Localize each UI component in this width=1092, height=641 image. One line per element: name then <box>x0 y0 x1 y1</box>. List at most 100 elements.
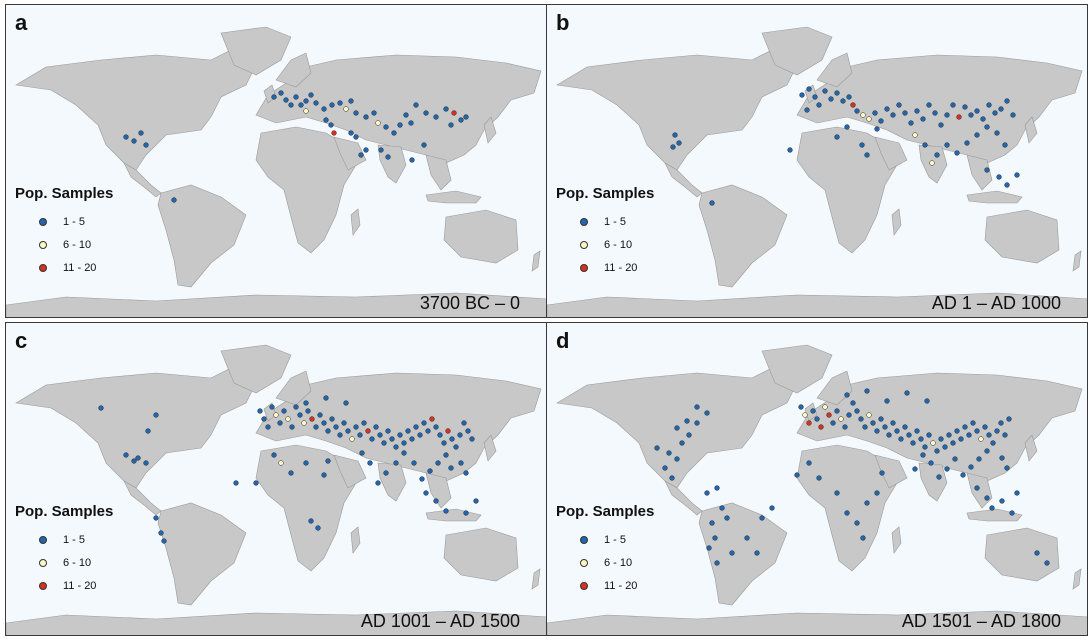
sample-point <box>694 404 700 410</box>
landmass <box>157 184 247 288</box>
sample-point <box>375 480 381 486</box>
sample-point <box>321 106 327 112</box>
sample-point <box>886 432 892 438</box>
sample-point <box>670 144 676 150</box>
sample-point <box>383 470 389 476</box>
sample-point <box>1034 550 1040 556</box>
sample-point <box>986 432 992 438</box>
sample-point <box>946 432 952 438</box>
period-label: AD 1 – AD 1000 <box>931 293 1061 313</box>
sample-point <box>872 110 878 116</box>
sample-point <box>278 460 284 466</box>
landmass <box>275 370 312 406</box>
legend-item: 1 - 5 <box>15 528 113 551</box>
legend-item: 1 - 5 <box>556 528 654 551</box>
landmass <box>425 472 452 509</box>
sample-point <box>153 515 159 521</box>
landmass <box>664 480 703 516</box>
landmass <box>15 367 257 489</box>
landmass <box>275 52 312 88</box>
sample-point <box>437 432 443 438</box>
sample-point <box>443 508 449 514</box>
sample-point <box>654 445 660 451</box>
landmass <box>483 434 497 462</box>
sample-point <box>962 104 968 110</box>
sample-point <box>433 498 439 504</box>
sample-point <box>976 456 982 462</box>
sample-point <box>874 428 880 434</box>
sample-point <box>970 420 976 426</box>
sample-point <box>822 404 828 410</box>
sample-point <box>435 460 441 466</box>
sample-point <box>954 150 960 156</box>
sample-point <box>744 535 750 541</box>
sample-point <box>709 200 715 206</box>
sample-point <box>968 464 974 470</box>
legend-label: 11 - 20 <box>604 261 638 274</box>
sample-point <box>1004 98 1010 104</box>
landmass <box>377 144 407 184</box>
sample-point <box>1002 432 1008 438</box>
sample-point <box>359 450 365 456</box>
sample-point <box>866 412 872 418</box>
sample-point <box>922 444 928 450</box>
sample-point <box>353 134 359 140</box>
sample-point <box>842 424 848 430</box>
sample-point <box>816 475 822 481</box>
sample-point <box>309 416 315 422</box>
sample-point <box>769 505 775 511</box>
sample-point <box>353 424 359 430</box>
sample-point <box>303 400 309 406</box>
landmass <box>796 372 1083 482</box>
landmass <box>15 49 257 171</box>
legend: Pop. Samples 1 - 5 6 - 10 11 - 20 <box>15 185 113 279</box>
sample-point <box>926 432 932 438</box>
sample-point <box>283 97 289 103</box>
landmass <box>255 126 357 254</box>
world-map <box>547 26 1087 317</box>
landmass <box>891 526 902 554</box>
sample-point <box>679 440 685 446</box>
sample-point <box>401 440 407 446</box>
legend-title: Pop. Samples <box>15 503 114 520</box>
landmass <box>6 610 546 635</box>
sample-point <box>854 520 860 526</box>
legend-item: 11 - 20 <box>556 574 654 597</box>
sample-point <box>463 114 469 120</box>
sample-point <box>859 142 865 148</box>
sample-point <box>854 108 860 114</box>
legend-label: 6 - 10 <box>63 238 92 251</box>
sample-point <box>924 398 930 404</box>
sample-point <box>676 140 682 146</box>
sample-point <box>834 134 840 140</box>
sample-point <box>804 107 810 113</box>
legend-item: 6 - 10 <box>15 551 113 574</box>
sample-point <box>830 420 836 426</box>
sample-point <box>325 458 331 464</box>
sample-point <box>269 404 275 410</box>
world-map <box>6 26 546 317</box>
sample-point <box>1014 172 1020 178</box>
legend-dot <box>580 581 588 590</box>
landmass <box>333 136 367 171</box>
sample-point <box>1009 510 1015 516</box>
sample-point <box>810 408 816 414</box>
sample-point <box>441 440 447 446</box>
sample-point <box>289 424 295 430</box>
world-map <box>547 344 1087 635</box>
sample-point <box>706 545 712 551</box>
sample-point <box>938 122 944 128</box>
sample-point <box>914 428 920 434</box>
period-label: AD 1501 – AD 1800 <box>901 611 1061 631</box>
sample-point <box>448 122 454 128</box>
panel-letter: b <box>556 10 570 35</box>
landmass <box>425 508 482 522</box>
sample-point <box>694 420 700 426</box>
sample-point <box>427 468 433 474</box>
period-label: AD 1001 – AD 1500 <box>360 611 520 631</box>
sample-point <box>834 408 840 414</box>
sample-point <box>980 116 986 122</box>
sample-point <box>408 120 414 126</box>
sample-point <box>281 408 287 414</box>
legend-dot <box>39 217 47 226</box>
